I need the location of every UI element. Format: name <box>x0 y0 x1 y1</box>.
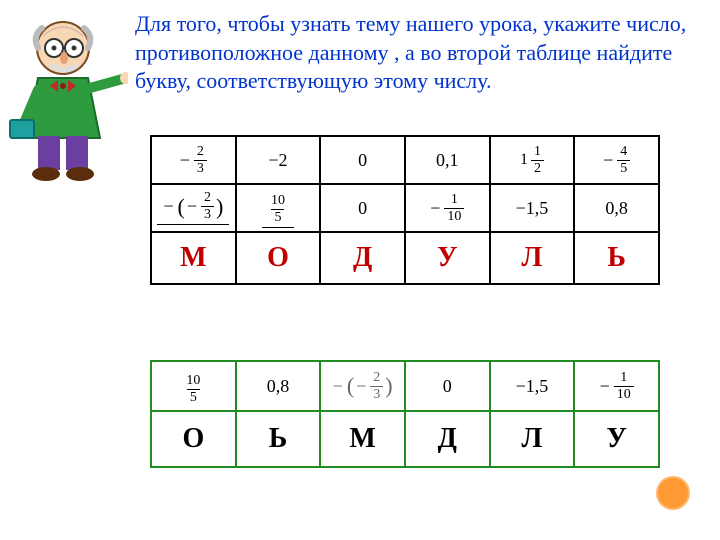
t1r1c6: −45 <box>574 136 659 184</box>
table1-row-given: −23−20 0,1112−45 <box>151 136 659 184</box>
t1r3c3: Д <box>320 232 405 284</box>
t2r2c4: Д <box>405 411 490 467</box>
t1r2c6: 0,8 <box>574 184 659 232</box>
t1r2c2: 105 <box>236 184 321 232</box>
t2r1c5: −1,5 <box>490 361 575 411</box>
t2r2c3: М <box>320 411 405 467</box>
t1r3c4: У <box>405 232 490 284</box>
instruction-text: Для того, чтобы узнать тему нашего урока… <box>135 10 695 96</box>
t2r1c2: 0,8 <box>236 361 321 411</box>
t1r3c5: Л <box>490 232 575 284</box>
t2r1c3: −(−23) <box>320 361 405 411</box>
table2-row-values: 1050,8−(−23) 0−1,5−110 <box>151 361 659 411</box>
table1-row-letters: М О Д У Л Ь <box>151 232 659 284</box>
table1-row-opposite: −(−23)1050 −110−1,50,8 <box>151 184 659 232</box>
t1r1c5: 112 <box>490 136 575 184</box>
t1r1c1: −23 <box>151 136 236 184</box>
t1r2c5: −1,5 <box>490 184 575 232</box>
t2r1c4: 0 <box>405 361 490 411</box>
t2r2c5: Л <box>490 411 575 467</box>
t1r3c2: О <box>236 232 321 284</box>
t1r2c1: −(−23) <box>151 184 236 232</box>
t1r3c1: М <box>151 232 236 284</box>
t2r2c6: У <box>574 411 659 467</box>
table2-row-letters: О Ь М Д Л У <box>151 411 659 467</box>
t1r1c2: −2 <box>236 136 321 184</box>
teacher-illustration <box>8 8 128 188</box>
t2r2c1: О <box>151 411 236 467</box>
t1r1c4: 0,1 <box>405 136 490 184</box>
t2r1c6: −110 <box>574 361 659 411</box>
table-puzzle: −23−20 0,1112−45 −(−23)1050 −110−1,50,8 … <box>150 135 660 285</box>
t1r2c3: 0 <box>320 184 405 232</box>
page-dot-icon <box>656 476 690 510</box>
t1r2c4: −110 <box>405 184 490 232</box>
t2r2c2: Ь <box>236 411 321 467</box>
t1r3c6: Ь <box>574 232 659 284</box>
table-lookup: 1050,8−(−23) 0−1,5−110 О Ь М Д Л У <box>150 360 660 468</box>
t2r1c1: 105 <box>151 361 236 411</box>
t1r1c3: 0 <box>320 136 405 184</box>
